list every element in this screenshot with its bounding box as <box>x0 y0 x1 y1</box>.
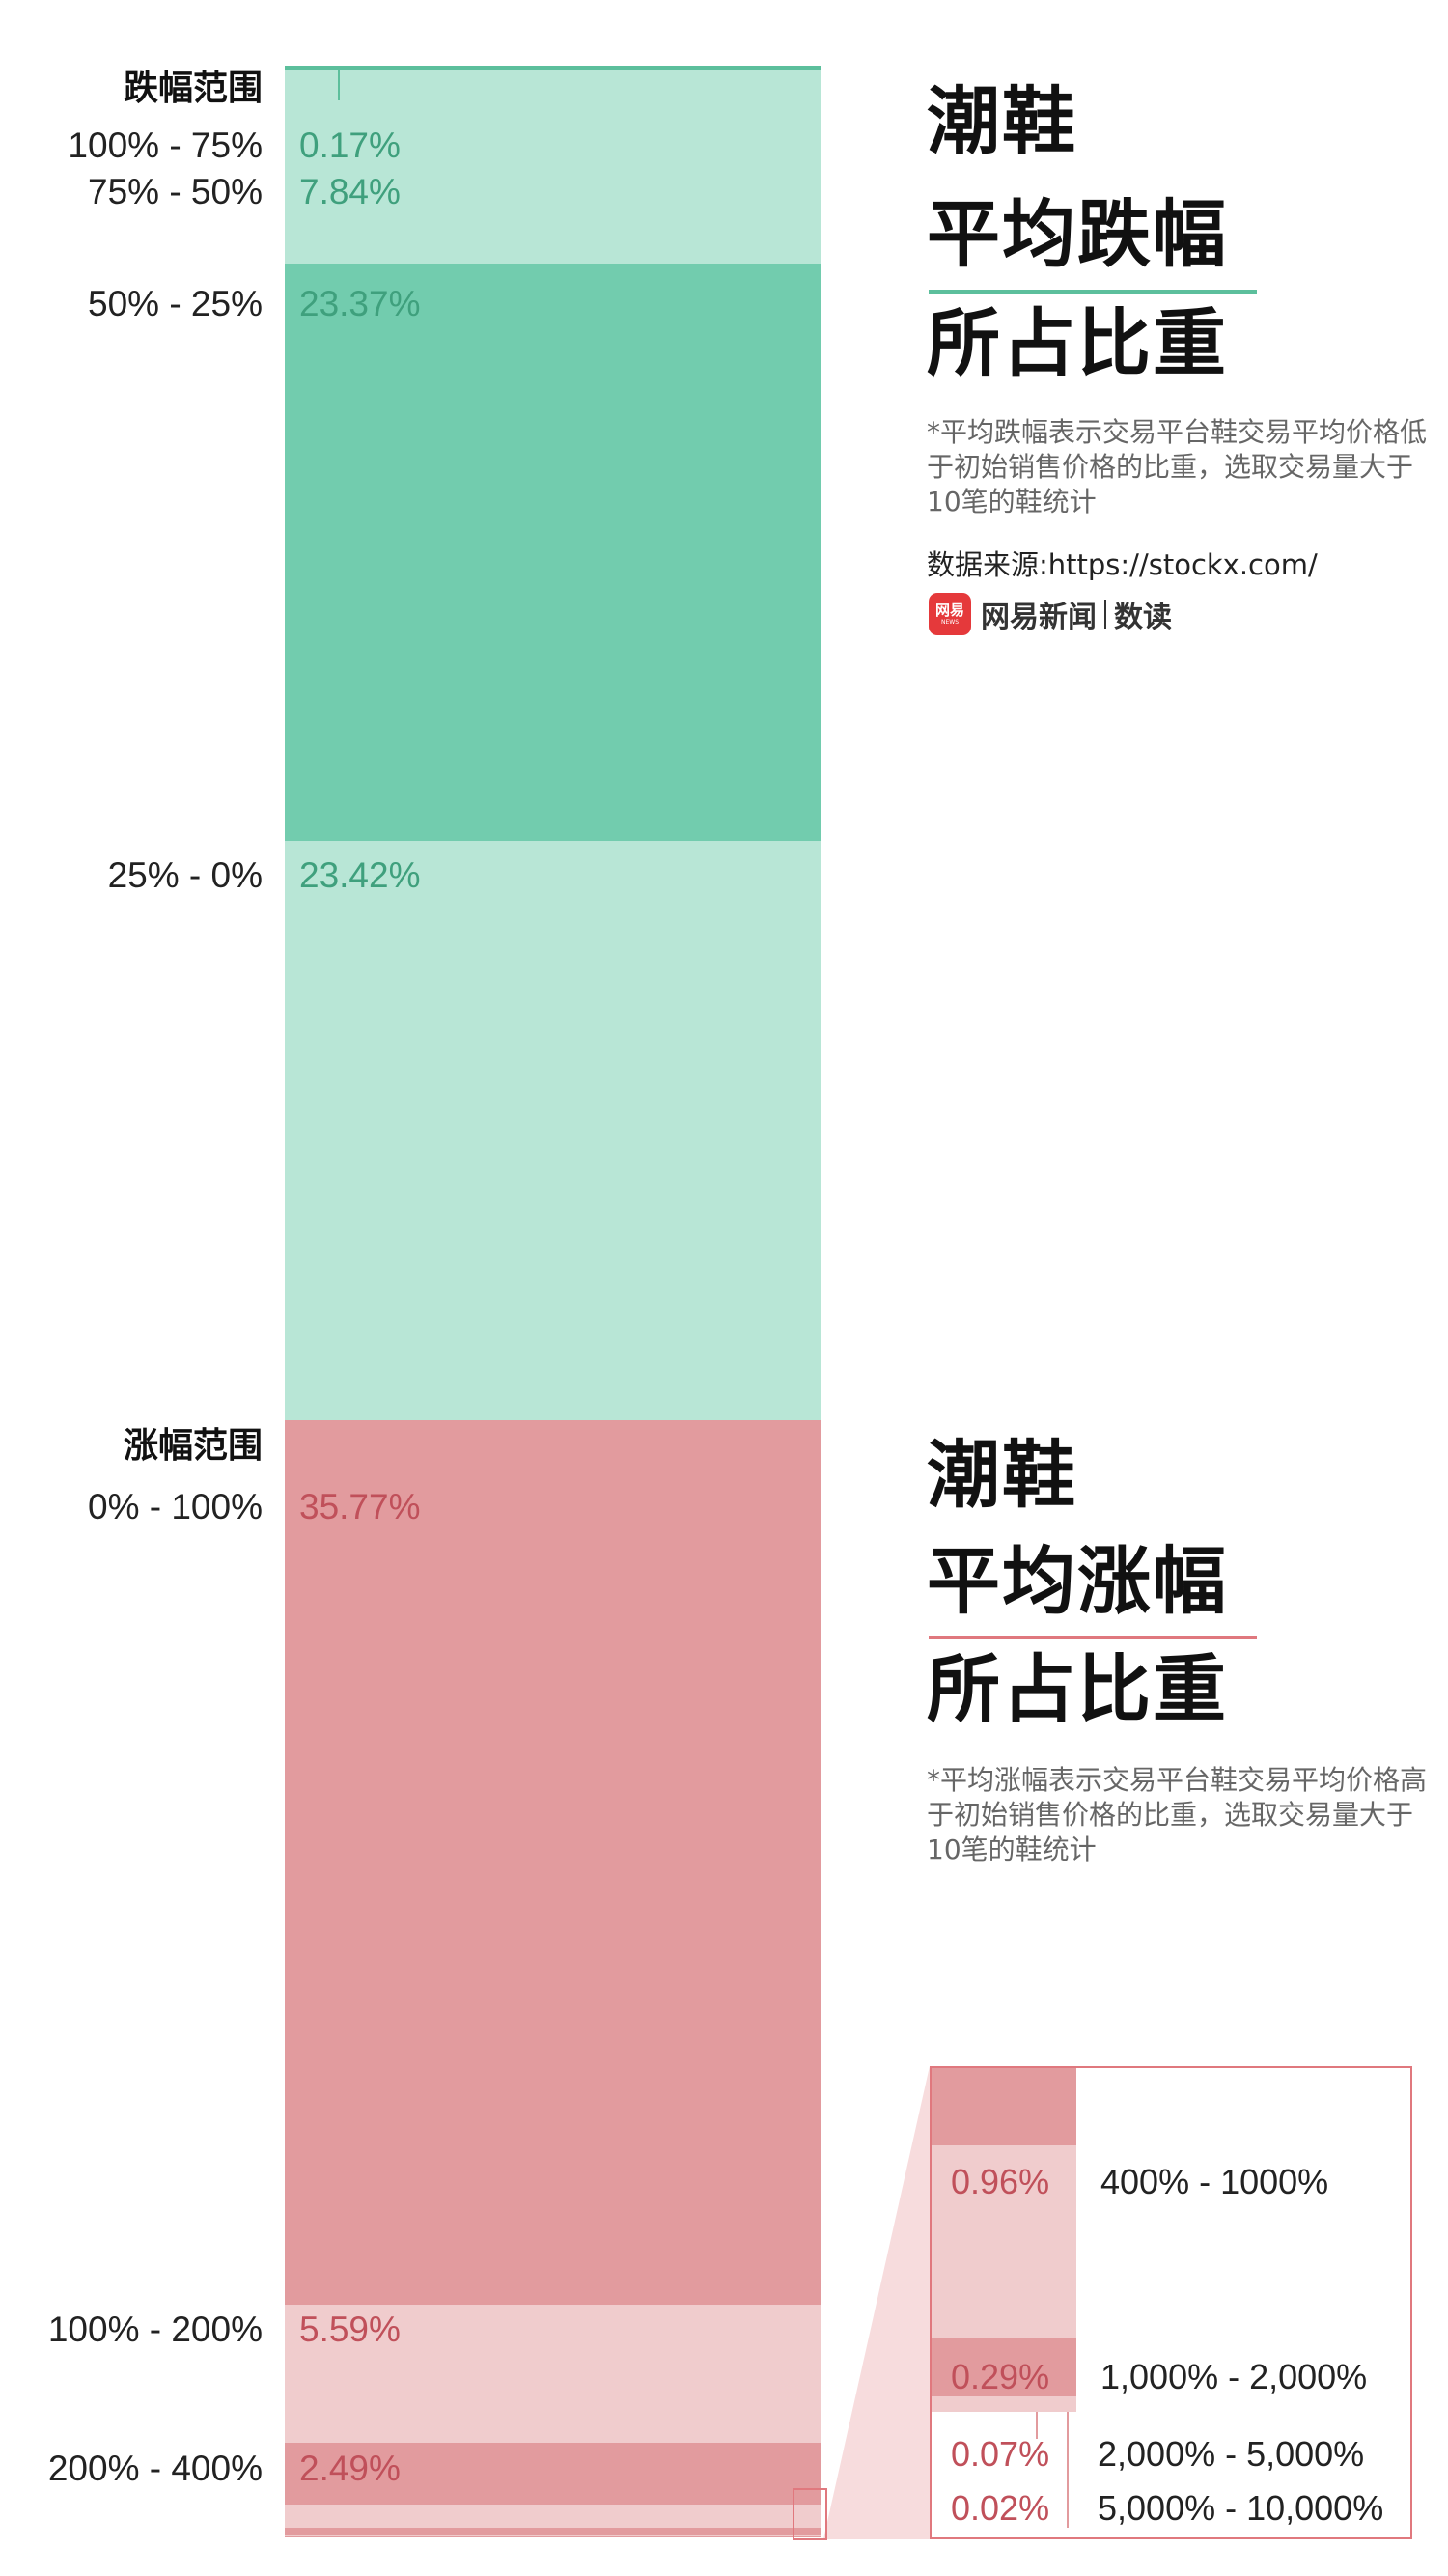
rise-bar-segment-1 <box>285 2304 821 2443</box>
rise-title-line2: 平均涨幅 <box>927 1538 1228 1624</box>
inset-leader-line <box>1067 2412 1069 2528</box>
zoom-inset: 0.96% 400% - 1000% 0.29% 1,000% - 2,000% 0.0… <box>930 2066 1412 2539</box>
decline-section-label: 跌幅范围 <box>123 69 263 108</box>
decline-title-line3: 所占比重 <box>927 300 1228 386</box>
inset-segment-2 <box>932 2396 1076 2412</box>
stacked-bar <box>285 66 821 2537</box>
data-source: 数据来源:https://stockx.com/ <box>927 548 1318 581</box>
decline-bar-segment-2 <box>285 264 821 842</box>
rise-title-line1: 潮鞋 <box>927 1432 1077 1518</box>
rise-pct-label-0: 35.77% <box>299 1487 421 1526</box>
decline-pct-label-1: 7.84% <box>299 172 401 211</box>
rise-bar-segment-6 <box>285 2536 821 2537</box>
inset-range-label-5: 2,000% - 5,000% <box>1098 2434 1365 2474</box>
decline-range-label-2: 50% - 25% <box>88 284 263 323</box>
decline-pct-label-0: 0.17% <box>299 126 401 165</box>
inset-range-label-3: 400% - 1000% <box>1100 2162 1329 2201</box>
inset-segment-1 <box>932 2338 1076 2396</box>
logo-text: 网易新闻 <box>981 601 1097 634</box>
badge-text: 网易 <box>934 601 964 619</box>
rise-range-label-0: 0% - 100% <box>88 1487 263 1526</box>
rise-bar-segment-0 <box>285 1420 821 2305</box>
inset-pct-label-6: 0.02% <box>951 2488 1050 2528</box>
netease-badge-icon: 网易 NEWS <box>929 593 971 635</box>
decline-bar-segment-1 <box>285 70 821 265</box>
inset-pct-label-4: 0.29% <box>951 2357 1050 2396</box>
rise-bar-segment-3 <box>285 2504 821 2529</box>
inset-segment-prev <box>932 2068 1076 2145</box>
rise-pct-label-2: 2.49% <box>299 2449 401 2488</box>
decline-pct-label-3: 23.42% <box>299 855 421 895</box>
decline-title-underline <box>929 290 1257 294</box>
inset-pct-label-3: 0.96% <box>951 2162 1050 2201</box>
netease-logo: 网易 NEWS 网易新闻 数读 <box>929 593 1172 635</box>
rise-bar-segment-4 <box>285 2528 821 2535</box>
rise-title-underline <box>929 1636 1257 1639</box>
rise-section-label: 涨幅范围 <box>123 1426 263 1466</box>
inset-range-label-4: 1,000% - 2,000% <box>1100 2357 1368 2396</box>
decline-bar-segment-3 <box>285 841 821 1421</box>
decline-range-label-1: 75% - 50% <box>88 172 263 211</box>
decline-pct-label-2: 23.37% <box>299 284 421 323</box>
logo-text-shudu: 数读 <box>1114 601 1172 634</box>
rise-bar-segment-5 <box>285 2534 821 2537</box>
inset-tiny-marker <box>1036 2412 1038 2439</box>
decline-range-label-0: 100% - 75% <box>68 126 263 165</box>
decline-title-line1: 潮鞋 <box>927 78 1077 164</box>
rise-range-label-1: 100% - 200% <box>47 2310 263 2349</box>
rise-title-line3: 所占比重 <box>927 1646 1228 1732</box>
decline-range-label-3: 25% - 0% <box>107 855 263 895</box>
logo-divider <box>1104 600 1106 629</box>
decline-title-line2: 平均跌幅 <box>927 191 1228 277</box>
rise-range-label-2: 200% - 400% <box>47 2449 263 2488</box>
rise-note: *平均涨幅表示交易平台鞋交易平均价格高于初始销售价格的比重，选取交易量大于10笔… <box>927 1764 1428 1865</box>
badge-subtext: NEWS <box>940 618 960 626</box>
zoom-source-box <box>793 2488 827 2540</box>
rise-pct-label-1: 5.59% <box>299 2310 401 2349</box>
inset-range-label-6: 5,000% - 10,000% <box>1098 2488 1384 2528</box>
zoom-wedge <box>823 2066 930 2539</box>
decline-note: *平均跌幅表示交易平台鞋交易平均价格低于初始销售价格的比重，选取交易量大于10笔… <box>927 416 1428 518</box>
rise-bar-segment-2 <box>285 2442 821 2505</box>
bar-top-line <box>285 66 821 70</box>
small-segment-marker <box>338 66 340 100</box>
inset-segment-0 <box>932 2145 1076 2338</box>
inset-pct-label-5: 0.07% <box>951 2434 1050 2474</box>
